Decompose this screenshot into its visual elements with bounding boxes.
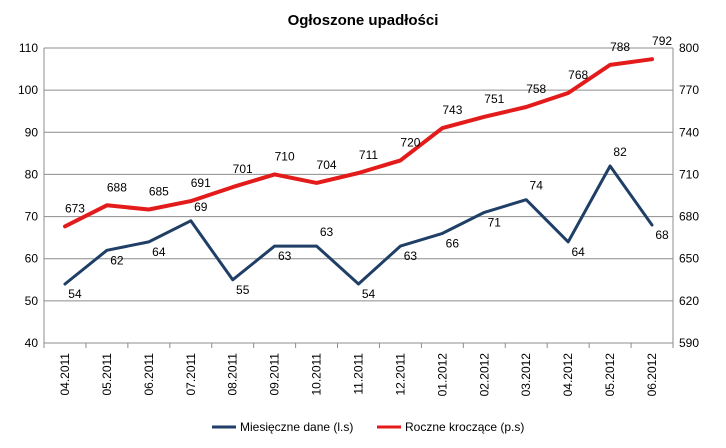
x-tick-label: 04.2011: [58, 353, 72, 396]
legend-label-monthly: Miesięczne dane (l.s): [240, 420, 353, 434]
left-tick-label: 70: [25, 210, 39, 224]
data-label-monthly: 74: [530, 179, 544, 193]
x-tick-label: 04.2012: [561, 353, 575, 397]
data-label-monthly: 71: [488, 215, 502, 229]
left-tick-label: 110: [19, 41, 38, 55]
data-label-rolling: 701: [233, 162, 253, 176]
x-tick-label: 06.2012: [645, 353, 659, 397]
data-label-rolling: 704: [317, 158, 337, 172]
data-label-monthly: 66: [446, 236, 460, 250]
right-tick-label: 620: [679, 294, 699, 308]
data-label-rolling: 688: [107, 180, 127, 194]
left-axis-ticks: 40 50 60 70 80 90 100 110: [18, 41, 38, 350]
x-tick-label: 02.2012: [477, 353, 491, 397]
right-tick-label: 590: [679, 336, 699, 350]
series-layer: [63, 57, 654, 286]
data-labels-layer: 54 62 64 69 55 63 63 54 63 66 71 74 64 82 68 673 688 685 6…: [65, 34, 672, 301]
x-tick-label: 09.2011: [268, 353, 282, 396]
left-tick-label: 50: [25, 294, 39, 308]
data-label-monthly: 69: [194, 200, 208, 214]
data-label-monthly: 55: [236, 283, 250, 297]
axes: [43, 48, 674, 344]
x-tick-label: 05.2012: [603, 353, 617, 397]
data-label-rolling: 768: [568, 68, 588, 82]
data-label-rolling: 711: [359, 148, 378, 162]
left-tick-label: 40: [25, 336, 39, 350]
x-tick-label: 07.2011: [184, 353, 198, 396]
x-tick-label: 08.2011: [226, 353, 240, 396]
left-tick-label: 60: [25, 252, 39, 266]
gridlines: [44, 47, 673, 344]
left-tick-label: 90: [25, 125, 39, 139]
data-label-rolling: 792: [652, 34, 672, 48]
series-line-rolling: [63, 57, 654, 229]
x-tick-label: 05.2011: [100, 353, 114, 396]
right-tick-label: 710: [679, 167, 699, 181]
data-label-rolling: 685: [149, 185, 169, 199]
legend-label-rolling: Roczne kroczące (p.s): [405, 420, 524, 434]
right-tick-label: 770: [679, 83, 699, 97]
data-label-monthly: 63: [320, 225, 334, 239]
right-tick-label: 680: [679, 210, 699, 224]
x-axis-ticks: 04.2011 05.2011 06.2011 07.2011 08.2011 09.20…: [43, 343, 674, 397]
x-tick-label: 03.2012: [519, 353, 533, 397]
legend: Miesięczne dane (l.s) Roczne kroczące (p…: [212, 420, 524, 434]
x-tick-label: 11.2011: [352, 353, 366, 395]
x-tick-label: 10.2011: [310, 353, 324, 396]
data-label-rolling: 691: [191, 176, 211, 190]
data-label-monthly: 64: [571, 245, 585, 259]
data-label-monthly: 54: [68, 287, 82, 301]
chart-title: Ogłoszone upadłości: [288, 12, 439, 29]
data-label-monthly: 82: [613, 145, 627, 159]
data-label-rolling: 788: [610, 40, 630, 54]
data-label-monthly: 68: [655, 228, 669, 242]
right-axis-ticks: 590 620 650 680 710 740 770 800: [679, 41, 699, 350]
series-line-monthly: [63, 164, 654, 286]
data-label-monthly: 63: [404, 249, 418, 263]
right-tick-label: 650: [679, 252, 699, 266]
data-label-rolling: 673: [65, 201, 85, 215]
x-tick-label: 06.2011: [142, 353, 156, 396]
data-label-monthly: 54: [362, 287, 376, 301]
left-tick-label: 80: [25, 167, 39, 181]
left-tick-label: 100: [18, 83, 38, 97]
data-label-rolling: 758: [526, 82, 546, 96]
right-tick-label: 800: [679, 41, 699, 55]
x-tick-label: 01.2012: [435, 353, 449, 397]
data-label-rolling: 710: [275, 149, 295, 163]
data-label-rolling: 743: [442, 103, 462, 117]
x-tick-label: 12.2011: [393, 353, 407, 396]
data-label-rolling: 751: [484, 92, 504, 106]
data-label-rolling: 720: [400, 135, 420, 149]
data-label-monthly: 62: [110, 253, 124, 267]
data-label-monthly: 64: [152, 245, 166, 259]
right-tick-label: 740: [679, 125, 699, 139]
data-label-monthly: 63: [278, 249, 292, 263]
